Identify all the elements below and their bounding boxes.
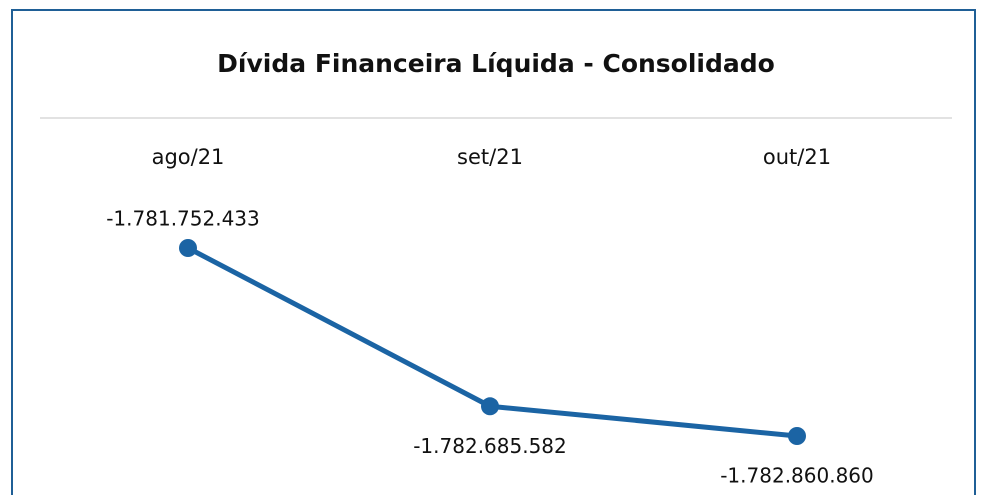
value-label: -1.781.752.433: [106, 207, 260, 231]
point: [179, 239, 197, 257]
point: [481, 397, 499, 416]
x-category-label: ago/21: [152, 145, 225, 169]
point: [788, 427, 806, 445]
x-category-label: set/21: [457, 145, 523, 169]
value-label: -1.782.685.582: [413, 434, 567, 458]
x-category-label: out/21: [763, 145, 831, 169]
value-label: -1.782.860.860: [720, 464, 874, 488]
frame: [11, 9, 976, 495]
chart-title: Dívida Financeira Líquida - Consolidado: [217, 49, 775, 78]
